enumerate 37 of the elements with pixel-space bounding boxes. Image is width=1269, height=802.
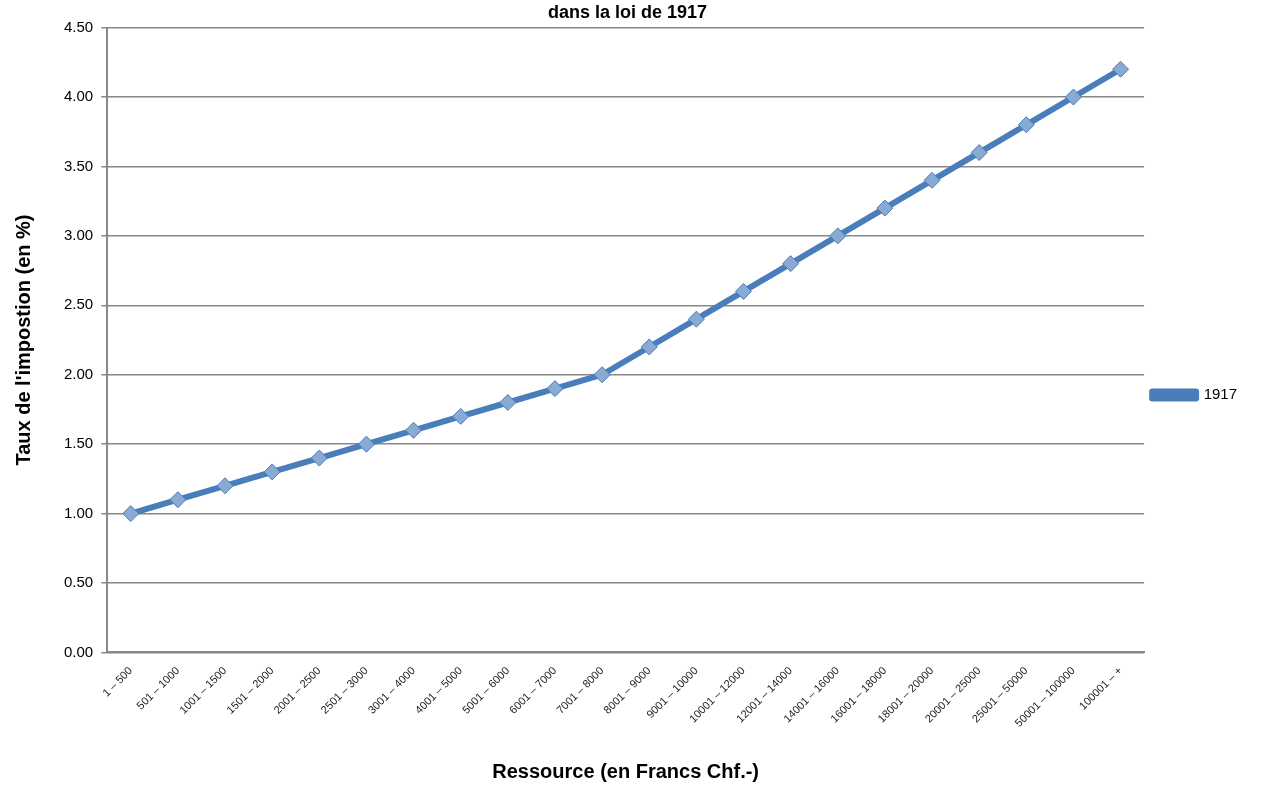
point bbox=[499, 394, 517, 411]
point bbox=[263, 463, 281, 481]
point bbox=[1017, 116, 1035, 134]
point bbox=[735, 282, 752, 300]
x-tick-label: 1 – 500 bbox=[99, 664, 135, 699]
point bbox=[216, 477, 234, 495]
y-tick-label: 2.00 bbox=[63, 364, 94, 382]
point bbox=[782, 255, 800, 273]
y-tick-label: 1.50 bbox=[63, 434, 94, 452]
point bbox=[122, 505, 140, 523]
point bbox=[593, 366, 611, 384]
y-tick-label: 0.00 bbox=[63, 642, 94, 660]
point bbox=[923, 171, 941, 189]
y-tick-label: 4.50 bbox=[63, 17, 94, 35]
point bbox=[829, 227, 847, 245]
point bbox=[405, 421, 423, 439]
y-tick-label: 0.50 bbox=[63, 573, 94, 591]
point bbox=[687, 310, 705, 328]
point bbox=[452, 407, 470, 425]
chart-title: dans la loi de 1917 bbox=[547, 1, 708, 22]
y-axis-title: Taux de l'impostion (en %) bbox=[11, 214, 34, 466]
point bbox=[169, 491, 187, 509]
legend-label: 1917 bbox=[1203, 385, 1238, 403]
y-tick-label: 4.00 bbox=[63, 87, 94, 105]
point bbox=[310, 449, 328, 467]
x-axis-title: Ressource (en Francs Chf.-) bbox=[492, 759, 760, 782]
point bbox=[546, 380, 564, 398]
point bbox=[1112, 60, 1130, 78]
point bbox=[970, 144, 988, 162]
y-tick-label: 1.00 bbox=[63, 503, 94, 521]
point bbox=[1064, 88, 1082, 106]
point bbox=[357, 435, 375, 453]
point bbox=[876, 199, 894, 217]
y-tick-label: 3.50 bbox=[63, 156, 94, 174]
point bbox=[640, 338, 658, 356]
y-tick-label: 2.50 bbox=[63, 295, 94, 313]
y-tick-label: 3.00 bbox=[63, 226, 94, 244]
